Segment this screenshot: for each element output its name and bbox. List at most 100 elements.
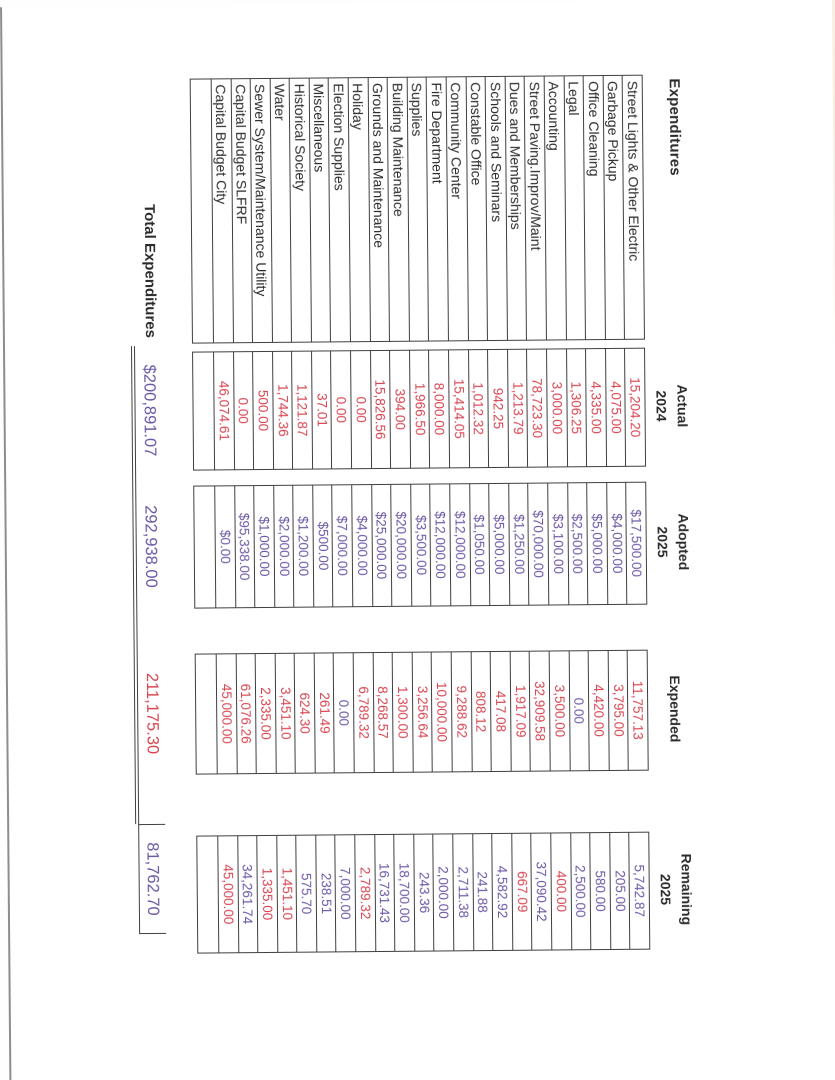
column-header-actual-2024: Actual 2024 (649, 347, 695, 464)
category-cell: Holiday (347, 78, 370, 342)
adopted-2025-column: $17,500.00 $4,000.00 $5,000.00 $2,500.00 $3,… (193, 481, 648, 609)
expended-value-cell (196, 654, 217, 773)
adopted-value-cell: $17,500.00 (625, 482, 647, 604)
remaining-value-cell: 580.00 (589, 833, 611, 950)
column-header-expended: Expended (652, 649, 698, 768)
adopted-value-cell: $3,500.00 (410, 484, 431, 606)
total-actual-value: $200,891.07 (140, 364, 160, 457)
remaining-value-cell: 667.09 (511, 833, 532, 950)
actual-value-cell: 1,966.50 (408, 350, 430, 468)
category-cell: Street Lights & Other Electric (622, 75, 644, 339)
expended-value-cell: 8,268.57 (372, 652, 394, 773)
actual-value-cell: 4,335.00 (585, 349, 606, 467)
adopted-value-cell: $3,100.00 (547, 483, 568, 605)
remaining-value-cell: 2,000.00 (432, 834, 454, 951)
category-cell: Supplies (406, 77, 429, 341)
category-column: Street Lights & Other Electric Garbage Pi… (190, 74, 645, 344)
remaining-value-cell: 7,000.00 (334, 835, 356, 952)
actual-value-cell: 46,074.61 (212, 352, 234, 470)
actual-value-cell (193, 352, 214, 469)
adopted-value-cell: $25,000.00 (370, 484, 392, 607)
adopted-value-cell: $500.00 (312, 485, 333, 607)
remaining-value-cell: 5,742.87 (628, 832, 650, 949)
category-cell: Capital Budget City (210, 79, 233, 343)
adopted-value-cell: $1,050.00 (468, 484, 490, 606)
remaining-value-cell: 241.88 (471, 834, 493, 951)
category-cell: Community Center (445, 77, 468, 341)
page-title: Expenditures (665, 78, 684, 176)
column-header-line2: 2025 (658, 873, 675, 906)
remaining-value-cell: 1,451.10 (275, 835, 297, 952)
actual-value-cell: 0.00 (330, 351, 352, 469)
adopted-value-cell: $1,000.00 (253, 485, 274, 608)
expended-value-cell: 2,335.00 (254, 653, 276, 774)
category-cell: Election Supplies (328, 78, 351, 342)
actual-value-cell: 0.00 (350, 351, 371, 469)
expended-value-cell: 10,000.00 (431, 652, 452, 772)
column-header-line1: Remaining (678, 853, 696, 926)
expended-value-cell: 32,909.58 (529, 651, 550, 771)
expended-value-cell: 45,000.00 (215, 654, 237, 774)
actual-value-cell: 1,744.36 (271, 351, 293, 469)
adopted-value-cell: $95,338.00 (233, 486, 255, 608)
expended-value-cell: 1,300.00 (391, 652, 413, 772)
adopted-value-cell: $20,000.00 (390, 484, 412, 606)
actual-value-cell: 394.00 (389, 350, 410, 468)
adopted-value-cell: $2,000.00 (272, 485, 294, 607)
remaining-value-cell: 2,711.38 (452, 834, 473, 951)
expended-value-cell: 4,420.00 (587, 651, 609, 771)
expended-value-cell: 61,076.26 (235, 654, 256, 774)
column-header-adopted-2025: Adopted 2025 (650, 481, 696, 602)
remaining-value-cell: 2,789.32 (354, 835, 375, 952)
expended-value-cell: 417.08 (489, 651, 511, 772)
expended-column: 11,757.13 3,795.00 4,420.00 0.00 3,500.00 32,… (195, 649, 649, 775)
adopted-value-cell: $4,000.00 (351, 485, 372, 607)
remaining-value-cell (198, 836, 219, 952)
expended-value-cell: 9,288.62 (450, 652, 472, 772)
adopted-value-cell: $12,000.00 (429, 484, 451, 606)
expended-value-cell: 3,256.64 (411, 652, 433, 772)
actual-value-cell: 15,826.56 (369, 350, 391, 469)
remaining-value-cell: 37,090.42 (530, 833, 552, 950)
category-cell: Garbage Pickup (602, 75, 625, 340)
category-cell: Street Paving.Improv/Maint (524, 76, 546, 340)
adopted-value-cell: $5,000.00 (488, 483, 510, 606)
category-cell: Schools and Seminars (484, 76, 507, 341)
actual-value-cell: 3,000.00 (546, 349, 567, 467)
actual-value-cell: 1,012.32 (467, 350, 489, 468)
remaining-2025-column: 5,742.87 205.00 580.00 2,500.00 400.00 37,090… (196, 831, 651, 954)
actual-value-cell: 78,723.30 (526, 349, 548, 467)
actual-value-cell: 0.00 (232, 352, 254, 470)
column-header-line1: Actual (674, 384, 692, 428)
adopted-value-cell: $0.00 (214, 486, 235, 608)
remaining-value-cell: 1,335.00 (256, 835, 278, 953)
actual-value-cell: 8,000.00 (428, 350, 450, 468)
remaining-value-cell: 243.36 (413, 834, 434, 951)
adopted-value-cell: $4,000.00 (606, 482, 627, 605)
expended-value-cell: 808.12 (470, 652, 491, 772)
remaining-value-cell: 2,500.00 (569, 833, 591, 950)
category-cell: Fire Department (426, 77, 449, 341)
category-cell: Accounting (543, 76, 566, 340)
expended-value-cell: 11,757.13 (627, 650, 648, 770)
actual-value-cell: 500.00 (252, 351, 273, 470)
category-cell: Grounds and Maintenance (367, 77, 390, 342)
actual-value-cell: 1,121.87 (291, 351, 312, 469)
actual-value-cell: 1,213.79 (506, 349, 528, 467)
category-cell: Miscellaneous (308, 78, 331, 342)
adopted-value-cell: $1,250.00 (508, 483, 529, 605)
remaining-value-cell: 400.00 (550, 833, 571, 950)
total-remaining-value: 81,762.70 (138, 823, 167, 935)
remaining-value-cell: 45,000.00 (217, 836, 238, 953)
expended-value-cell: 0.00 (568, 651, 589, 771)
adopted-value-cell: $2,500.00 (566, 483, 588, 605)
column-header-line2: 2024 (653, 390, 671, 422)
total-expended-value: 211,175.30 (143, 672, 163, 755)
adopted-value-cell: $70,000.00 (527, 483, 549, 605)
remaining-value-cell: 16,731.43 (373, 834, 395, 952)
category-cell: Sewer System/Maintenance Utility (249, 78, 272, 343)
remaining-value-cell: 34,261.74 (236, 836, 258, 953)
expended-value-cell: 261.49 (313, 653, 335, 773)
actual-value-cell: 1,306.25 (565, 349, 587, 467)
actual-value-cell: 15,204.20 (624, 348, 646, 466)
